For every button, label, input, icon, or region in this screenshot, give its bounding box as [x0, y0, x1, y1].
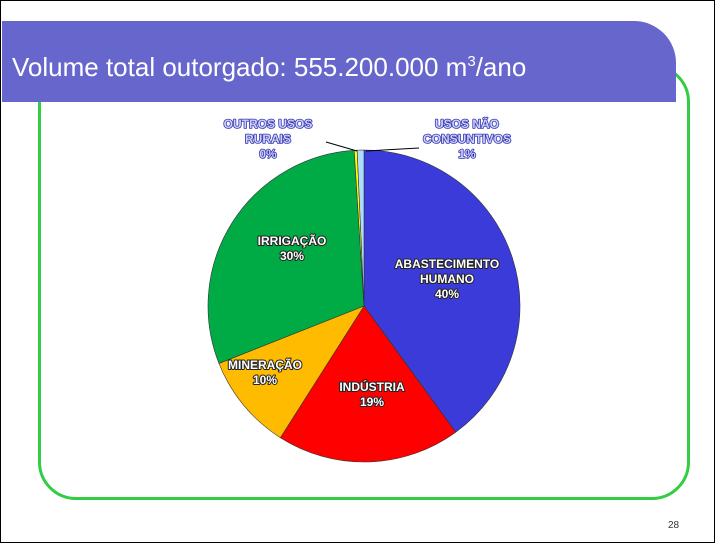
- slice-label-6: USOS NÃO CONSUNTIVOS 1%: [423, 116, 511, 161]
- pie-slice-6: [356, 149, 365, 307]
- leader-line-6: [365, 147, 420, 152]
- slice-label-5: OUTROS USOS RURAIS 0%: [224, 117, 313, 161]
- title-tail: /ano: [475, 52, 527, 82]
- pie-slice-1: [363, 149, 521, 433]
- pie-slice-4: [207, 149, 365, 364]
- slice-label-1: ABASTECIMENTO HUMANO 40%: [395, 257, 499, 301]
- slice-label-2: INDÚSTRIA 19%: [339, 379, 405, 409]
- title-main: Volume total outorgado: 555.200.000 m: [12, 52, 468, 82]
- leader-line-5: [325, 141, 358, 152]
- pie-slice-2: [279, 305, 457, 463]
- title-superscript: 3: [467, 53, 476, 70]
- page-number: 28: [668, 520, 680, 531]
- slice-label-4: IRRIGAÇÃO 30%: [258, 233, 327, 263]
- slice-label-3: MINERAÇÃO 10%: [228, 357, 302, 387]
- title-bar: Volume total outorgado: 555.200.000 m3/a…: [2, 21, 676, 102]
- pie-slice-3: [218, 305, 365, 439]
- slide-title: Volume total outorgado: 555.200.000 m3/a…: [12, 21, 526, 102]
